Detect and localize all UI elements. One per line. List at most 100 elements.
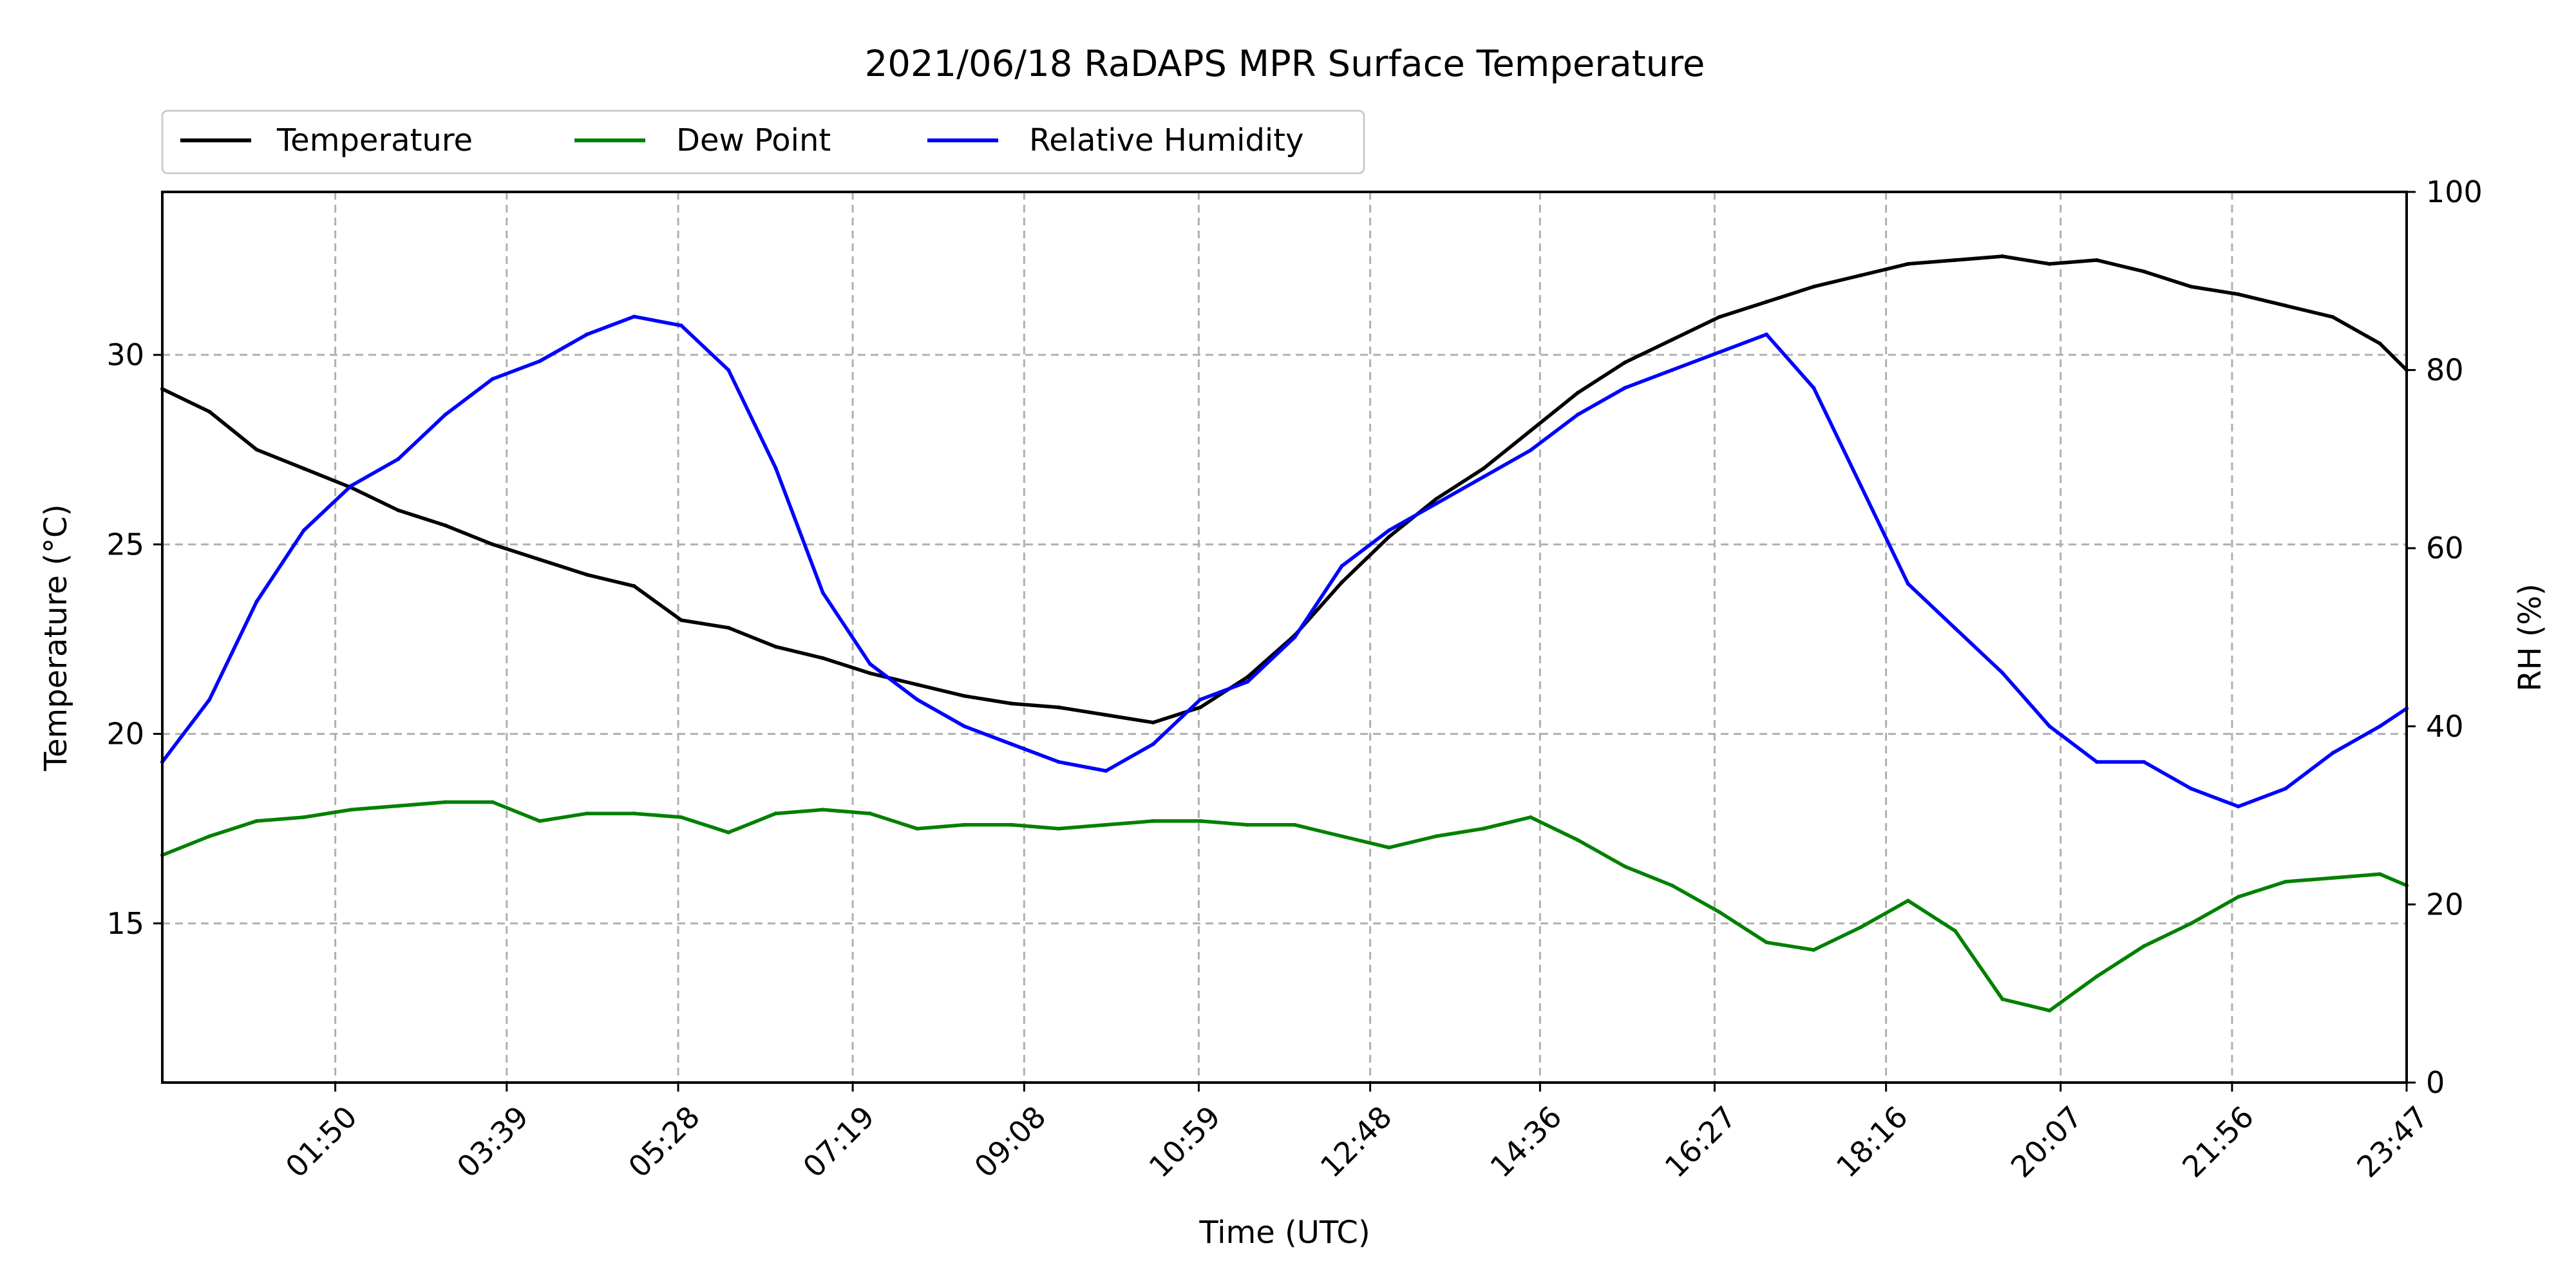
x-tick-label: 18:16 (1830, 1099, 1915, 1184)
data-point-dew-point (773, 811, 778, 816)
data-point-relative-humidity (443, 412, 448, 417)
data-point-temperature (538, 557, 542, 562)
data-point-temperature (207, 410, 212, 414)
data-point-dew-point (962, 822, 967, 827)
y-right-tick-label: 80 (2426, 353, 2464, 388)
data-point-dew-point (1104, 822, 1108, 827)
data-point-relative-humidity (915, 697, 920, 702)
data-point-relative-humidity (2000, 670, 2005, 675)
x-tick-label: 16:27 (1658, 1099, 1743, 1184)
data-point-relative-humidity (1812, 386, 1816, 390)
data-point-dew-point (1528, 815, 1533, 820)
data-point-relative-humidity (679, 323, 683, 328)
y-axis-left-label: Temperature (°C) (38, 504, 74, 772)
x-tick-label: 07:19 (796, 1099, 881, 1184)
data-point-relative-humidity (2094, 760, 2099, 764)
data-point-dew-point (1434, 834, 1439, 838)
data-point-dew-point (1765, 940, 1769, 945)
data-point-temperature (1434, 497, 1439, 501)
data-point-temperature (1575, 390, 1580, 395)
data-point-temperature (632, 584, 636, 589)
data-point-dew-point (1906, 898, 1910, 903)
data-point-relative-humidity (1575, 412, 1580, 417)
y-right-tick-label: 60 (2426, 531, 2464, 565)
data-point-relative-humidity (1623, 386, 1627, 390)
data-point-dew-point (538, 819, 542, 823)
data-point-temperature (1104, 713, 1108, 717)
data-point-relative-humidity (2283, 786, 2287, 791)
data-point-dew-point (867, 811, 872, 816)
data-point-relative-humidity (538, 359, 542, 363)
data-point-dew-point (1151, 819, 1155, 823)
data-point-temperature (396, 508, 401, 513)
legend-label-dew-point: Dew Point (676, 122, 831, 158)
data-point-temperature (254, 448, 259, 452)
data-point-temperature (962, 694, 967, 698)
data-point-relative-humidity (2047, 724, 2052, 728)
data-point-dew-point (1009, 822, 1014, 827)
data-point-dew-point (585, 811, 589, 816)
data-point-temperature (1198, 705, 1202, 710)
chart-title: 2021/06/18 RaDAPS MPR Surface Temperatur… (865, 43, 1705, 85)
data-point-temperature (915, 683, 920, 687)
series-line-dew-point (161, 800, 2408, 1012)
data-point-dew-point (915, 826, 920, 831)
data-point-relative-humidity (1057, 760, 1061, 764)
y-axis-right-label: RH (%) (2512, 583, 2548, 692)
data-point-relative-humidity (396, 457, 401, 461)
data-point-dew-point (2000, 997, 2005, 1001)
data-point-dew-point (2378, 872, 2382, 876)
x-tick-label: 12:48 (1314, 1099, 1399, 1184)
data-point-temperature (2094, 258, 2099, 262)
data-point-dew-point (2189, 921, 2193, 925)
data-point-temperature (1528, 428, 1533, 433)
data-point-dew-point (726, 830, 731, 835)
data-point-temperature (585, 573, 589, 577)
grid-lines (162, 192, 2408, 1083)
x-tick-label: 03:39 (450, 1099, 535, 1184)
data-point-dew-point (349, 808, 354, 812)
y-right-tick-label: 40 (2426, 709, 2464, 744)
data-point-relative-humidity (2142, 760, 2146, 764)
data-point-relative-humidity (2236, 804, 2240, 809)
data-point-temperature (1765, 299, 1769, 304)
y-left-tick-label: 15 (106, 906, 144, 941)
legend-label-temperature: Temperature (276, 122, 473, 158)
data-point-relative-humidity (1434, 502, 1439, 506)
x-tick-label: 14:36 (1484, 1099, 1569, 1184)
data-point-temperature (1623, 360, 1627, 365)
plot-frame (161, 191, 2408, 1084)
data-point-dew-point (1340, 834, 1344, 838)
data-point-dew-point (2047, 1009, 2052, 1013)
data-point-relative-humidity (1859, 484, 1863, 488)
data-point-dew-point (1812, 948, 1816, 952)
data-point-temperature (2236, 292, 2240, 296)
y-right-tick-label: 100 (2426, 175, 2483, 209)
data-point-relative-humidity (254, 600, 259, 604)
data-point-temperature (1151, 720, 1155, 724)
data-point-relative-humidity (490, 377, 495, 381)
data-point-temperature (490, 542, 495, 547)
data-point-temperature (1387, 535, 1391, 539)
data-point-dew-point (2236, 895, 2240, 899)
data-point-relative-humidity (1293, 635, 1297, 639)
y-left-tick-label: 20 (106, 717, 144, 752)
data-point-dew-point (1575, 838, 1580, 842)
data-point-temperature (773, 645, 778, 649)
data-point-temperature (1245, 675, 1250, 679)
data-point-temperature (2378, 341, 2382, 346)
data-point-relative-humidity (2189, 786, 2193, 791)
legend-frame (161, 109, 1365, 175)
data-point-temperature (1906, 261, 1910, 266)
data-point-dew-point (2094, 974, 2099, 979)
x-axis-label: Time (UTC) (1198, 1215, 1370, 1251)
data-point-relative-humidity (1481, 475, 1486, 479)
data-point-dew-point (1293, 822, 1297, 827)
data-point-relative-humidity (585, 332, 589, 337)
data-point-relative-humidity (1245, 679, 1250, 684)
data-point-dew-point (1717, 910, 1721, 914)
x-tick-label: 21:56 (2175, 1099, 2260, 1184)
data-point-temperature (443, 523, 448, 527)
data-point-dew-point (1481, 826, 1486, 831)
